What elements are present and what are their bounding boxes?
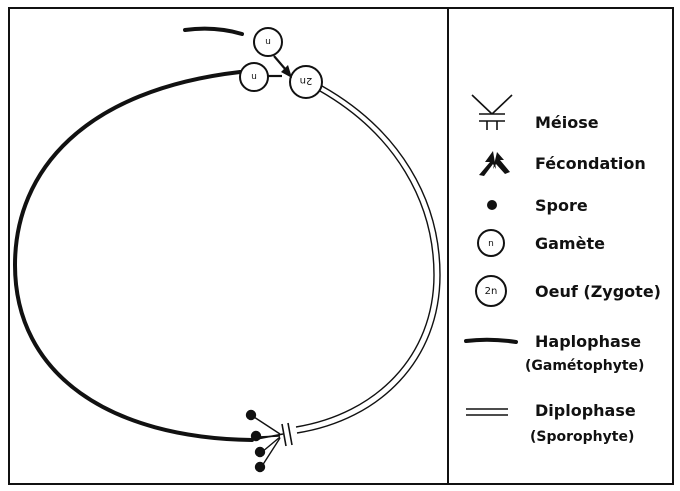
- spore-icon: [487, 200, 497, 210]
- fertilization-arrow: [268, 55, 292, 78]
- zygote-cell: 2n: [289, 65, 323, 99]
- svg-text:n: n: [488, 239, 494, 249]
- legend-haplophase-label: Haplophase: [535, 332, 642, 351]
- gamete-left: n: [239, 62, 269, 92]
- legend-diplophase-sub: (Sporophyte): [530, 429, 635, 445]
- gamete-icon: n: [477, 229, 505, 257]
- haplophase-arc: [12, 70, 254, 442]
- meiose-icon: [471, 94, 513, 130]
- haplophase-line-icon: [464, 337, 518, 344]
- fecondation-icon: [479, 151, 510, 176]
- legend-meiose-label: Méiose: [535, 113, 599, 132]
- gamete-top: n: [253, 27, 283, 57]
- legend-oeuf-label: Oeuf (Zygote): [535, 282, 661, 301]
- diplophase-arc-outer: [296, 85, 441, 434]
- legend-spore-label: Spore: [535, 196, 588, 215]
- spore-dot: [250, 430, 262, 442]
- spore-dot: [254, 446, 266, 458]
- legend-gamete-label: Gamète: [535, 234, 605, 253]
- svg-text:n: n: [251, 71, 257, 81]
- diplophase-line-icon: [466, 408, 508, 416]
- zygote-icon: 2n: [475, 275, 507, 307]
- legend-haplophase-sub: (Gamétophyte): [525, 358, 645, 374]
- spore-cluster: [245, 409, 281, 473]
- legend-fecondation-label: Fécondation: [535, 154, 646, 173]
- haplophase-top-segment: [183, 26, 244, 36]
- legend-diplophase-label: Diplophase: [535, 401, 636, 420]
- spore-dot: [254, 461, 266, 473]
- svg-text:2n: 2n: [300, 75, 313, 86]
- svg-text:2n: 2n: [485, 286, 498, 297]
- svg-text:n: n: [265, 36, 271, 46]
- diplophase-arc-inner: [295, 90, 435, 428]
- outer-frame: [8, 7, 674, 485]
- spore-dot: [245, 409, 257, 421]
